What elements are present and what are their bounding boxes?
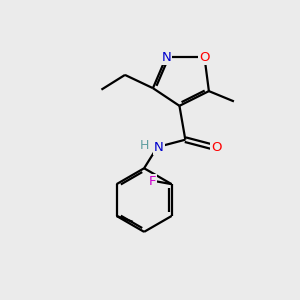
- Text: N: N: [161, 51, 171, 64]
- Text: F: F: [149, 175, 156, 188]
- Text: H: H: [140, 139, 149, 152]
- Text: O: O: [199, 51, 210, 64]
- Text: O: O: [211, 141, 221, 154]
- Text: N: N: [154, 141, 164, 154]
